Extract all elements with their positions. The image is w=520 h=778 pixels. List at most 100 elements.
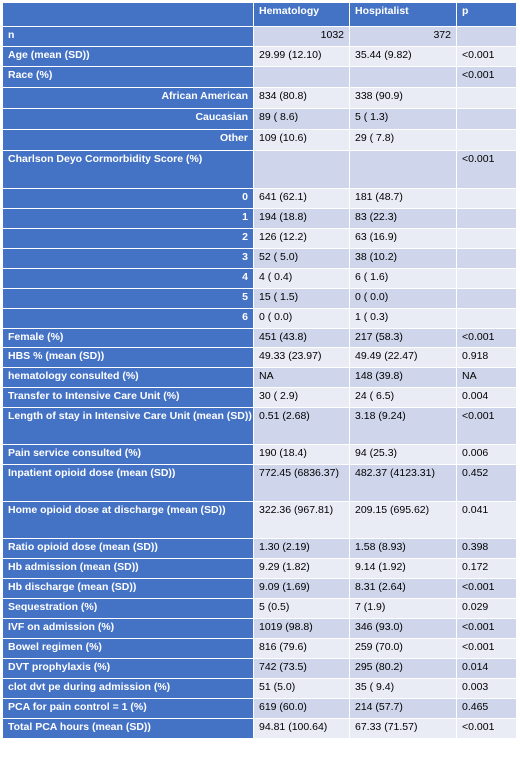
- table-row: Hb admission (mean (SD)) 9.29 (1.82) 9.14 …: [2, 558, 517, 579]
- table-row: African American 834 (80.8) 338 (90.9): [2, 87, 517, 109]
- hospitalist-value: 338 (90.9): [349, 87, 457, 109]
- hematology-value: 89 ( 8.6): [253, 108, 350, 130]
- hospitalist-value: 83 (22.3): [349, 208, 457, 229]
- row-label: Inpatient opioid dose (mean (SD)): [2, 464, 254, 502]
- hematology-value: 30 ( 2.9): [253, 387, 350, 408]
- hospitalist-value: 259 (70.0): [349, 638, 457, 659]
- row-label: Caucasian: [2, 108, 254, 130]
- hospitalist-value: 7 (1.9): [349, 598, 457, 619]
- p-value: [456, 208, 517, 229]
- hematology-value: 190 (18.4): [253, 444, 350, 465]
- row-label: Pain service consulted (%): [2, 444, 254, 465]
- header-row: Hematology Hospitalist p: [2, 2, 517, 27]
- row-label: Bowel regimen (%): [2, 638, 254, 659]
- p-value: [456, 228, 517, 249]
- table-row: HBS % (mean (SD)) 49.33 (23.97) 49.49 (22.…: [2, 347, 517, 368]
- p-value: <0.001: [456, 150, 517, 189]
- hematology-value: 322.36 (967.81): [253, 501, 350, 539]
- hematology-value: 772.45 (6836.37): [253, 464, 350, 502]
- hematology-value: NA: [253, 367, 350, 388]
- hematology-value: 0 ( 0.0): [253, 308, 350, 329]
- hospitalist-value: 1 ( 0.3): [349, 308, 457, 329]
- p-value: <0.001: [456, 718, 517, 739]
- p-value: <0.001: [456, 328, 517, 348]
- hospitalist-value: 148 (39.8): [349, 367, 457, 388]
- row-label: 6: [2, 308, 254, 329]
- row-label: Other: [2, 129, 254, 151]
- hematology-value: 742 (73.5): [253, 658, 350, 679]
- hematology-value: 5 (0.5): [253, 598, 350, 619]
- hospitalist-value: 217 (58.3): [349, 328, 457, 348]
- row-label: 4: [2, 268, 254, 289]
- row-label: n: [2, 26, 254, 47]
- hematology-value: 1032: [253, 26, 350, 47]
- table-row: Transfer to Intensive Care Unit (%) 30 ( …: [2, 387, 517, 408]
- table-row: Other 109 (10.6) 29 ( 7.8): [2, 129, 517, 151]
- p-value: [456, 188, 517, 209]
- hematology-value: 126 (12.2): [253, 228, 350, 249]
- hospitalist-value: 214 (57.7): [349, 698, 457, 719]
- row-label: Transfer to Intensive Care Unit (%): [2, 387, 254, 408]
- hematology-value: 15 ( 1.5): [253, 288, 350, 309]
- row-label: Hb discharge (mean (SD)): [2, 578, 254, 599]
- row-label: Total PCA hours (mean (SD)): [2, 718, 254, 739]
- row-label: African American: [2, 87, 254, 109]
- hospitalist-value: 181 (48.7): [349, 188, 457, 209]
- hospitalist-value: 24 ( 6.5): [349, 387, 457, 408]
- hematology-value: 641 (62.1): [253, 188, 350, 209]
- hematology-value: 29.99 (12.10): [253, 46, 350, 67]
- p-value: [456, 87, 517, 109]
- table-row: 0 641 (62.1) 181 (48.7): [2, 188, 517, 209]
- hospitalist-value: 5 ( 1.3): [349, 108, 457, 130]
- p-value: [456, 248, 517, 269]
- hospitalist-value: 6 ( 1.6): [349, 268, 457, 289]
- row-label: clot dvt pe during admission (%): [2, 678, 254, 699]
- hematology-value: 9.09 (1.69): [253, 578, 350, 599]
- table-row: Charlson Deyo Cormorbidity Score (%) <0.0…: [2, 150, 517, 189]
- row-label: Length of stay in Intensive Care Unit (m…: [2, 407, 254, 445]
- hematology-value: 1.30 (2.19): [253, 538, 350, 559]
- table-row: Home opioid dose at discharge (mean (SD)…: [2, 501, 517, 539]
- p-value: <0.001: [456, 638, 517, 659]
- p-value: <0.001: [456, 46, 517, 67]
- table-row: hematology consulted (%) NA 148 (39.8) NA: [2, 367, 517, 388]
- header-hospitalist: Hospitalist: [349, 2, 457, 27]
- row-label: DVT prophylaxis (%): [2, 658, 254, 679]
- table-row: Female (%) 451 (43.8) 217 (58.3) <0.001: [2, 328, 517, 348]
- hematology-value: [253, 66, 350, 88]
- table-row: Length of stay in Intensive Care Unit (m…: [2, 407, 517, 445]
- p-value: <0.001: [456, 66, 517, 88]
- hospitalist-value: 29 ( 7.8): [349, 129, 457, 151]
- row-label: Hb admission (mean (SD)): [2, 558, 254, 579]
- row-label: 2: [2, 228, 254, 249]
- hematology-value: 194 (18.8): [253, 208, 350, 229]
- p-value: 0.465: [456, 698, 517, 719]
- hematology-value: 49.33 (23.97): [253, 347, 350, 368]
- table-row: Pain service consulted (%) 190 (18.4) 94 (…: [2, 444, 517, 465]
- table-row: n 1032 372: [2, 26, 517, 47]
- p-value: NA: [456, 367, 517, 388]
- row-label: Ratio opioid dose (mean (SD)): [2, 538, 254, 559]
- hematology-value: 619 (60.0): [253, 698, 350, 719]
- row-label: Female (%): [2, 328, 254, 348]
- table-row: Caucasian 89 ( 8.6) 5 ( 1.3): [2, 108, 517, 130]
- header-hematology: Hematology: [253, 2, 350, 27]
- hospitalist-value: [349, 66, 457, 88]
- hospitalist-value: 35 ( 9.4): [349, 678, 457, 699]
- hematology-value: 834 (80.8): [253, 87, 350, 109]
- hospitalist-value: 38 (10.2): [349, 248, 457, 269]
- row-label: IVF on admission (%): [2, 618, 254, 639]
- hospitalist-value: 63 (16.9): [349, 228, 457, 249]
- row-label: 0: [2, 188, 254, 209]
- p-value: 0.029: [456, 598, 517, 619]
- p-value: 0.172: [456, 558, 517, 579]
- hospitalist-value: 3.18 (9.24): [349, 407, 457, 445]
- hospitalist-value: 1.58 (8.93): [349, 538, 457, 559]
- hematology-value: 0.51 (2.68): [253, 407, 350, 445]
- p-value: 0.004: [456, 387, 517, 408]
- hematology-value: 451 (43.8): [253, 328, 350, 348]
- p-value: 0.006: [456, 444, 517, 465]
- table-row: Bowel regimen (%) 816 (79.6) 259 (70.0) <0.…: [2, 638, 517, 659]
